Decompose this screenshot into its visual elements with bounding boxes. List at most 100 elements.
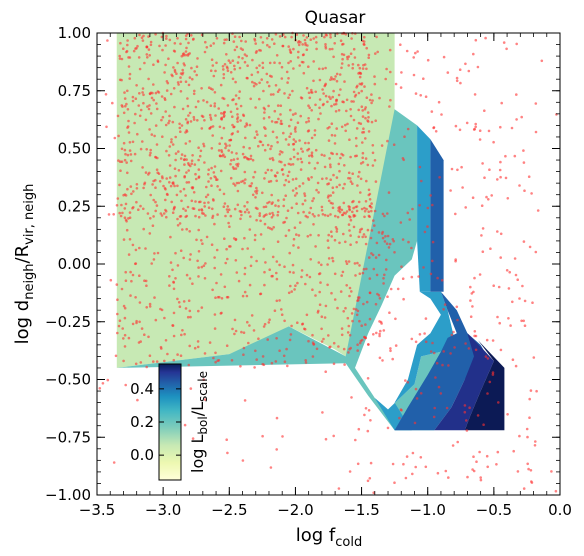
scatter-point	[183, 154, 187, 158]
scatter-point	[177, 301, 181, 304]
scatter-point	[327, 194, 330, 197]
scatter-point	[326, 214, 330, 218]
scatter-point	[156, 171, 159, 174]
scatter-point	[352, 118, 356, 122]
scatter-point	[348, 215, 352, 219]
scatter-point	[152, 83, 155, 86]
scatter-point	[201, 211, 204, 215]
scatter-point	[246, 64, 249, 67]
scatter-point	[213, 104, 216, 108]
scatter-point	[161, 115, 165, 119]
scatter-point	[309, 233, 312, 237]
scatter-point	[511, 358, 515, 362]
scatter-point	[347, 55, 351, 58]
scatter-point	[388, 242, 392, 246]
scatter-point	[196, 119, 199, 122]
scatter-point	[209, 177, 213, 180]
scatter-point	[322, 102, 325, 106]
scatter-point	[342, 347, 346, 351]
scatter-point	[98, 387, 102, 390]
scatter-point	[337, 206, 340, 210]
scatter-point	[269, 147, 272, 151]
scatter-point	[233, 35, 237, 38]
scatter-point	[296, 152, 300, 155]
scatter-point	[126, 153, 130, 157]
scatter-point	[487, 198, 490, 201]
scatter-point	[226, 104, 230, 107]
scatter-point	[339, 156, 342, 160]
scatter-point	[261, 191, 264, 195]
scatter-point	[410, 246, 413, 250]
scatter-point	[509, 324, 512, 327]
scatter-point	[483, 109, 486, 112]
scatter-point	[351, 210, 354, 214]
scatter-point	[359, 339, 363, 343]
scatter-point	[329, 213, 332, 216]
scatter-point	[305, 313, 309, 317]
scatter-point	[384, 268, 388, 271]
scatter-point	[264, 171, 268, 175]
scatter-point	[265, 72, 269, 76]
scatter-point	[311, 213, 315, 216]
scatter-point	[258, 212, 262, 215]
scatter-point	[398, 416, 401, 420]
scatter-point	[224, 142, 227, 146]
scatter-point	[288, 251, 292, 255]
scatter-point	[205, 235, 209, 239]
scatter-point	[179, 80, 183, 84]
scatter-point	[365, 179, 368, 183]
scatter-point	[436, 276, 439, 280]
scatter-point	[510, 126, 514, 130]
scatter-point	[180, 124, 184, 127]
scatter-point	[262, 89, 265, 93]
scatter-point	[352, 47, 356, 51]
scatter-point	[348, 294, 351, 298]
scatter-point	[164, 188, 167, 191]
scatter-point	[471, 196, 475, 199]
scatter-point	[183, 175, 186, 178]
scatter-point	[283, 220, 287, 224]
scatter-point	[449, 352, 452, 355]
scatter-point	[481, 250, 485, 253]
scatter-point	[284, 138, 288, 141]
scatter-point	[258, 97, 261, 101]
scatter-point	[308, 96, 312, 100]
scatter-point	[267, 104, 270, 108]
scatter-point	[211, 125, 215, 128]
scatter-point	[483, 176, 486, 179]
scatter-point	[431, 259, 434, 263]
scatter-point	[234, 94, 238, 97]
scatter-point	[321, 88, 324, 91]
scatter-point	[357, 200, 361, 204]
scatter-point	[313, 133, 317, 137]
scatter-point	[530, 192, 533, 195]
scatter-point	[499, 256, 503, 259]
scatter-point	[176, 353, 179, 356]
scatter-point	[512, 449, 515, 453]
scatter-point	[209, 118, 213, 121]
scatter-point	[138, 33, 141, 37]
scatter-point	[292, 155, 296, 159]
scatter-point	[193, 89, 196, 93]
scatter-point	[203, 161, 206, 164]
scatter-point	[269, 93, 273, 96]
scatter-point	[484, 355, 488, 358]
scatter-point	[389, 98, 392, 102]
scatter-point	[266, 201, 269, 205]
scatter-point	[356, 309, 360, 313]
scatter-point	[157, 91, 161, 94]
scatter-point	[203, 205, 206, 208]
scatter-point	[268, 212, 272, 215]
scatter-point	[245, 54, 248, 58]
scatter-point	[188, 140, 192, 143]
scatter-point	[131, 99, 135, 103]
scatter-point	[255, 130, 258, 133]
scatter-point	[218, 142, 221, 145]
scatter-point	[360, 105, 364, 108]
scatter-point	[165, 37, 168, 40]
scatter-point	[473, 127, 477, 131]
scatter-point	[176, 81, 180, 84]
scatter-point	[292, 67, 295, 70]
scatter-point	[356, 261, 359, 265]
scatter-point	[176, 264, 180, 267]
